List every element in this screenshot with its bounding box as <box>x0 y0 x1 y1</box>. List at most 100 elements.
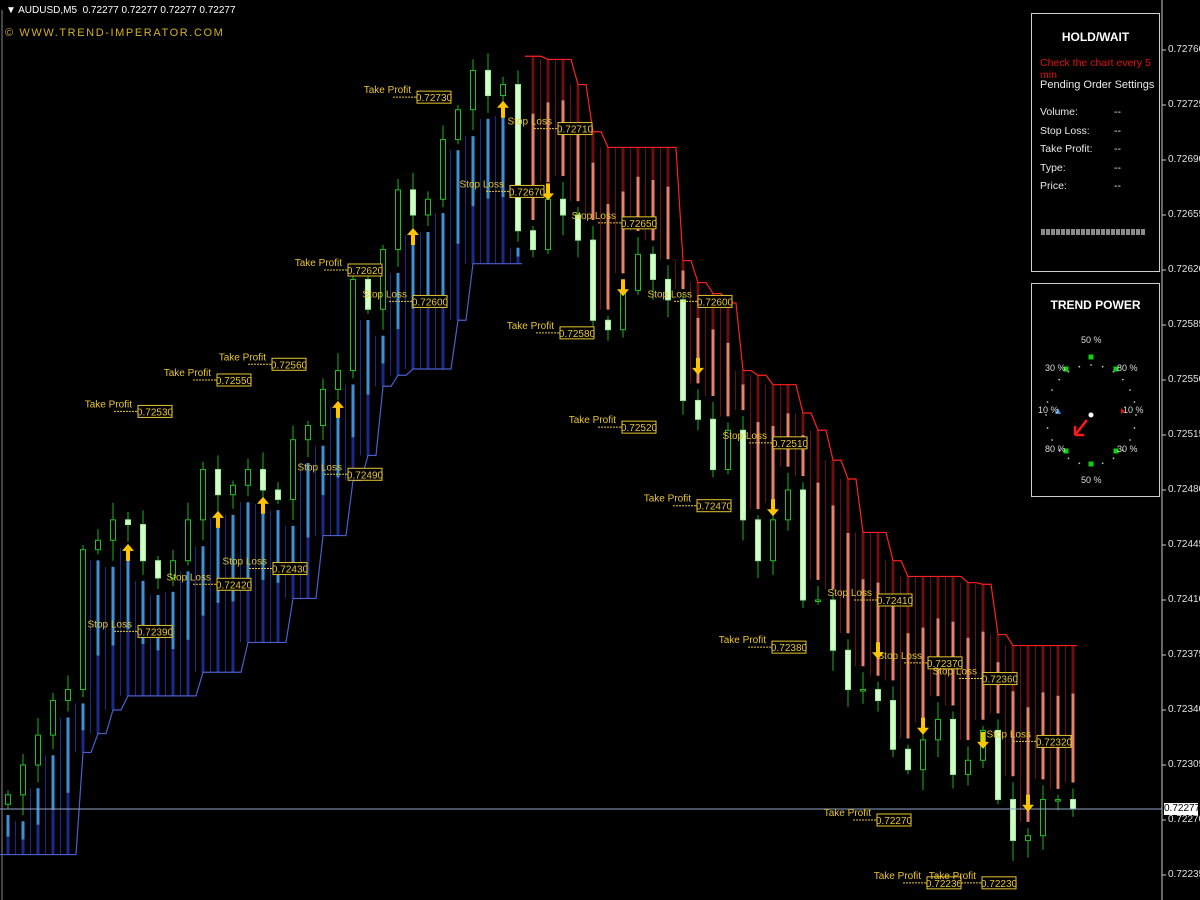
candle <box>125 511 131 542</box>
price-axis-label: 0.72585 <box>1168 318 1200 330</box>
candle <box>605 315 611 341</box>
level-box <box>927 656 963 670</box>
level-type: Stop Loss <box>933 667 977 678</box>
candle-body <box>95 539 101 551</box>
candle-body <box>245 469 251 486</box>
sell-arrow-icon <box>692 357 704 375</box>
level-value: 0.72670 <box>509 187 546 198</box>
price-axis-label: 0.72445 <box>1168 538 1200 550</box>
candle <box>110 502 116 561</box>
sell-arrow-icon <box>542 183 554 201</box>
trend-direction-arrow-icon <box>1073 419 1088 437</box>
candle-body <box>395 189 401 251</box>
candle <box>725 422 731 475</box>
collapse-triangle-icon[interactable]: ▼ <box>6 5 19 16</box>
level-value: 0.72230 <box>981 879 1018 890</box>
candle-body <box>200 469 206 521</box>
candle <box>755 515 761 578</box>
candle-body <box>755 519 761 562</box>
candle-body <box>545 198 551 251</box>
candle <box>245 458 251 497</box>
candle <box>710 401 716 478</box>
level-label: Stop Loss 0.72650 <box>572 211 658 230</box>
gauge-dot <box>1121 378 1124 381</box>
candle <box>920 728 926 791</box>
level-type: Stop Loss <box>878 651 922 662</box>
price-axis-label: 0.72620 <box>1168 263 1200 275</box>
candle-body <box>455 109 461 141</box>
signal-status: HOLD/WAIT <box>1061 30 1130 44</box>
gauge-dot <box>1133 427 1136 429</box>
candle <box>950 711 956 789</box>
level-value: 0.72710 <box>557 125 594 136</box>
level-type: Take Profit <box>295 258 342 269</box>
candle-body <box>1055 799 1061 802</box>
candle <box>200 461 206 541</box>
level-type: Take Profit <box>824 808 871 819</box>
candle <box>830 595 836 671</box>
support-band-line <box>0 263 522 856</box>
level-box <box>509 184 545 198</box>
bull-marker-icon <box>1055 408 1061 414</box>
level-type: Stop Loss <box>723 431 767 442</box>
candle-body <box>425 198 431 216</box>
candle <box>395 178 401 267</box>
level-box <box>137 404 173 418</box>
sell-arrow-icon <box>872 642 884 660</box>
candle-body <box>110 519 116 541</box>
candle-body <box>965 759 971 775</box>
level-type: Take Profit <box>364 85 411 96</box>
candle-body <box>605 319 611 331</box>
gauge-label: 30 % <box>1117 444 1138 454</box>
candle <box>350 271 356 379</box>
candle <box>1025 827 1031 858</box>
level-value: 0.72390 <box>137 627 174 638</box>
price-axis-label: 0.72725 <box>1168 98 1200 110</box>
gauge-label: 80 % <box>1045 444 1066 454</box>
field-value: -- <box>1114 180 1121 192</box>
gauge-label: 10 % <box>1123 405 1144 415</box>
candle-body <box>500 84 506 97</box>
level-value: 0.72620 <box>347 266 384 277</box>
level-value: 0.72470 <box>696 502 733 513</box>
field-value: -- <box>1114 161 1121 174</box>
resistance-band-line <box>525 55 1077 647</box>
level-value: 0.72410 <box>877 596 914 607</box>
candle-body <box>35 734 41 766</box>
level-box <box>559 326 595 340</box>
candle-body <box>800 489 806 601</box>
price-axis-label: 0.72550 <box>1168 373 1200 385</box>
field-label: Volume: <box>1040 106 1078 118</box>
candle <box>140 510 146 575</box>
candle <box>575 207 581 258</box>
gauge-dot <box>1046 401 1049 403</box>
candle <box>1055 794 1061 811</box>
level-label: Stop Loss 0.72420 <box>167 572 253 591</box>
candle <box>335 353 341 401</box>
candle-body <box>665 278 671 301</box>
level-value: 0.72730 <box>416 93 453 104</box>
candle-body <box>785 489 791 521</box>
gauge-dot <box>1058 378 1061 381</box>
candle <box>770 508 776 575</box>
level-box <box>347 467 383 481</box>
sell-arrow-icon <box>1022 794 1034 812</box>
candle <box>20 753 26 816</box>
level-box <box>137 624 173 638</box>
candle-body <box>365 278 371 310</box>
gauge-dot <box>1129 439 1131 441</box>
candle-body <box>740 429 746 521</box>
notice-text: Check the chart every 5 min <box>1040 57 1151 81</box>
gauge-dot <box>1121 449 1124 452</box>
level-type: Take Profit <box>164 368 211 379</box>
candle-body <box>185 519 191 562</box>
candle <box>875 681 881 712</box>
candle <box>320 378 326 440</box>
level-label: Take Profit 0.72550 <box>164 368 253 387</box>
level-label: Take Profit 0.72270 <box>824 808 913 827</box>
gauge-dot <box>1058 449 1061 452</box>
current-price-box: 0.72277 <box>1164 802 1200 815</box>
level-label: Take Profit 0.72580 <box>507 321 596 340</box>
candle-body <box>1040 799 1046 837</box>
